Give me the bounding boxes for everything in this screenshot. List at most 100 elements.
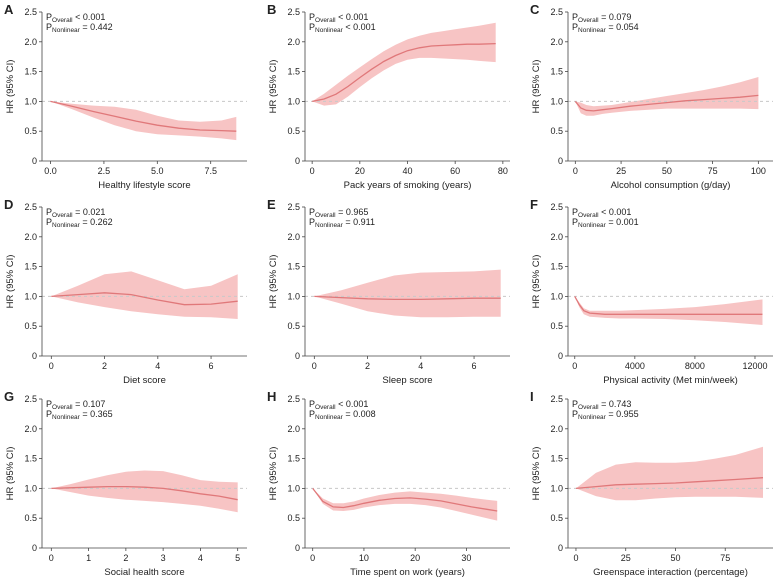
y-tick-label-c: 1.0: [550, 96, 563, 106]
panel-letter-c: C: [530, 2, 540, 17]
y-tick-label-g: 0: [32, 543, 37, 553]
y-tick-label-e: 1.0: [287, 291, 300, 301]
y-tick-label-f: 1.5: [550, 262, 563, 272]
panel-letter-d: D: [4, 197, 13, 212]
p-nonlinear-value-i: = 0.955: [606, 409, 639, 419]
x-axis-label-g: Social health score: [104, 567, 184, 578]
ci-band-b: [312, 22, 496, 106]
x-axis-label-c: Alcohol consumption (g/day): [611, 180, 731, 191]
hr-line-a: [50, 100, 237, 132]
panel-b: B 0 0.5 1.0 1.5 2.0 2.5 0 20 40 60 80 Pack years of …: [267, 2, 510, 191]
panel-g: G 0 0.5 1.0 1.5 2.0 2.5 0 1 2 3 4 5 Social health sco…: [4, 389, 247, 578]
panel-h: H 0 0.5 1.0 1.5 2.0 2.5 0 10 20 30 Time spent on wo…: [267, 389, 510, 578]
x-tick-label-e: 0: [312, 361, 317, 371]
y-tick-label-f: 0: [558, 351, 563, 361]
y-tick-label-e: 0.5: [287, 321, 300, 331]
hr-line-d: [51, 292, 238, 306]
y-tick-label-g: 1.0: [24, 483, 37, 493]
y-axis-label-g: HR (95% CI): [5, 447, 16, 501]
x-tick-label-a: 5.0: [151, 166, 164, 176]
y-axis-label-b: HR (95% CI): [268, 60, 279, 114]
y-tick-label-g: 0.5: [24, 513, 37, 523]
y-tick-label-d: 0: [32, 351, 37, 361]
x-tick-label-b: 60: [450, 166, 460, 176]
y-tick-label-b: 2.0: [287, 37, 300, 47]
ci-band-e: [314, 269, 501, 318]
y-tick-label-h: 0: [295, 543, 300, 553]
panel-letter-b: B: [267, 2, 276, 17]
y-tick-label-c: 0.5: [550, 126, 563, 136]
y-tick-label-i: 1.5: [550, 454, 563, 464]
y-tick-label-g: 1.5: [24, 454, 37, 464]
p-overall-value-d: = 0.021: [73, 207, 106, 217]
p-nonlinear-value-f: = 0.001: [606, 217, 639, 227]
y-tick-label-d: 1.5: [24, 262, 37, 272]
x-tick-label-g: 2: [123, 553, 128, 563]
y-tick-label-d: 2.5: [24, 202, 37, 212]
p-nonlinear-value-e: = 0.911: [343, 217, 375, 227]
x-tick-label-g: 5: [235, 553, 240, 563]
x-tick-label-g: 0: [49, 553, 54, 563]
panel-f: F 0 0.5 1.0 1.5 2.0 2.5 0 4000 8000 12000 Physical …: [530, 197, 773, 386]
p-nonlinear-value-d: = 0.262: [80, 217, 113, 227]
y-tick-label-c: 2.0: [550, 37, 563, 47]
x-tick-label-b: 20: [355, 166, 365, 176]
y-tick-label-d: 1.0: [24, 291, 37, 301]
hr-line-e: [314, 295, 501, 301]
x-tick-label-c: 75: [708, 166, 718, 176]
y-tick-label-f: 1.0: [550, 291, 563, 301]
hr-line-g: [51, 485, 238, 501]
x-axis-label-a: Healthy lifestyle score: [98, 180, 190, 191]
y-tick-label-e: 2.5: [287, 202, 300, 212]
hr-line-c: [574, 94, 759, 112]
y-axis-label-a: HR (95% CI): [5, 60, 16, 114]
y-axis-label-d: HR (95% CI): [5, 255, 16, 309]
y-tick-label-i: 1.0: [550, 483, 563, 493]
x-tick-label-d: 2: [102, 361, 107, 371]
p-nonlinear-value-a: = 0.442: [80, 22, 113, 32]
y-tick-label-a: 2.5: [24, 7, 37, 17]
x-tick-label-h: 30: [461, 553, 471, 563]
y-tick-label-i: 0.5: [550, 513, 563, 523]
ci-band-d: [51, 271, 238, 319]
x-axis-label-d: Diet score: [123, 375, 166, 386]
y-tick-label-a: 2.0: [24, 37, 37, 47]
y-tick-label-h: 1.0: [287, 483, 300, 493]
x-tick-label-i: 0: [573, 553, 578, 563]
hr-line-f: [574, 296, 763, 315]
x-axis-label-f: Physical activity (Met min/week): [603, 375, 738, 386]
x-tick-label-g: 4: [198, 553, 203, 563]
x-tick-label-c: 100: [751, 166, 766, 176]
ci-band-a: [50, 101, 237, 141]
p-overall-g: POverall = 0.107: [46, 399, 105, 411]
p-nonlinear-i: PNonlinear = 0.955: [572, 409, 639, 421]
ci-band-c: [575, 77, 759, 116]
y-tick-label-h: 2.0: [287, 424, 300, 434]
panel-e: E 0 0.5 1.0 1.5 2.0 2.5 0 2 4 6 Sleep score HR (95% …: [267, 197, 510, 386]
y-tick-label-c: 0: [558, 156, 563, 166]
p-nonlinear-value-h: = 0.008: [343, 409, 376, 419]
panel-letter-h: H: [267, 389, 276, 404]
y-tick-label-h: 0.5: [287, 513, 300, 523]
y-axis-label-i: HR (95% CI): [531, 447, 542, 501]
x-axis-label-b: Pack years of smoking (years): [344, 180, 472, 191]
p-nonlinear-value-c: = 0.054: [606, 22, 639, 32]
y-tick-label-a: 1.5: [24, 67, 37, 77]
y-tick-label-b: 1.5: [287, 67, 300, 77]
x-tick-label-c: 0: [573, 166, 578, 176]
p-nonlinear-h: PNonlinear = 0.008: [309, 409, 376, 421]
x-tick-label-d: 0: [49, 361, 54, 371]
x-tick-label-i: 25: [621, 553, 631, 563]
y-tick-label-b: 1.0: [287, 96, 300, 106]
p-nonlinear-g: PNonlinear = 0.365: [46, 409, 113, 421]
hr-line-h: [312, 488, 498, 512]
y-axis-label-f: HR (95% CI): [531, 255, 542, 309]
panel-a: A 0 0.5 1.0 1.5 2.0 2.5 0.0 2.5 5.0 7.5 Healthy lif…: [4, 2, 247, 191]
panel-i: I 0 0.5 1.0 1.5 2.0 2.5 0 25 50 75 Greenspace inter…: [530, 389, 773, 578]
